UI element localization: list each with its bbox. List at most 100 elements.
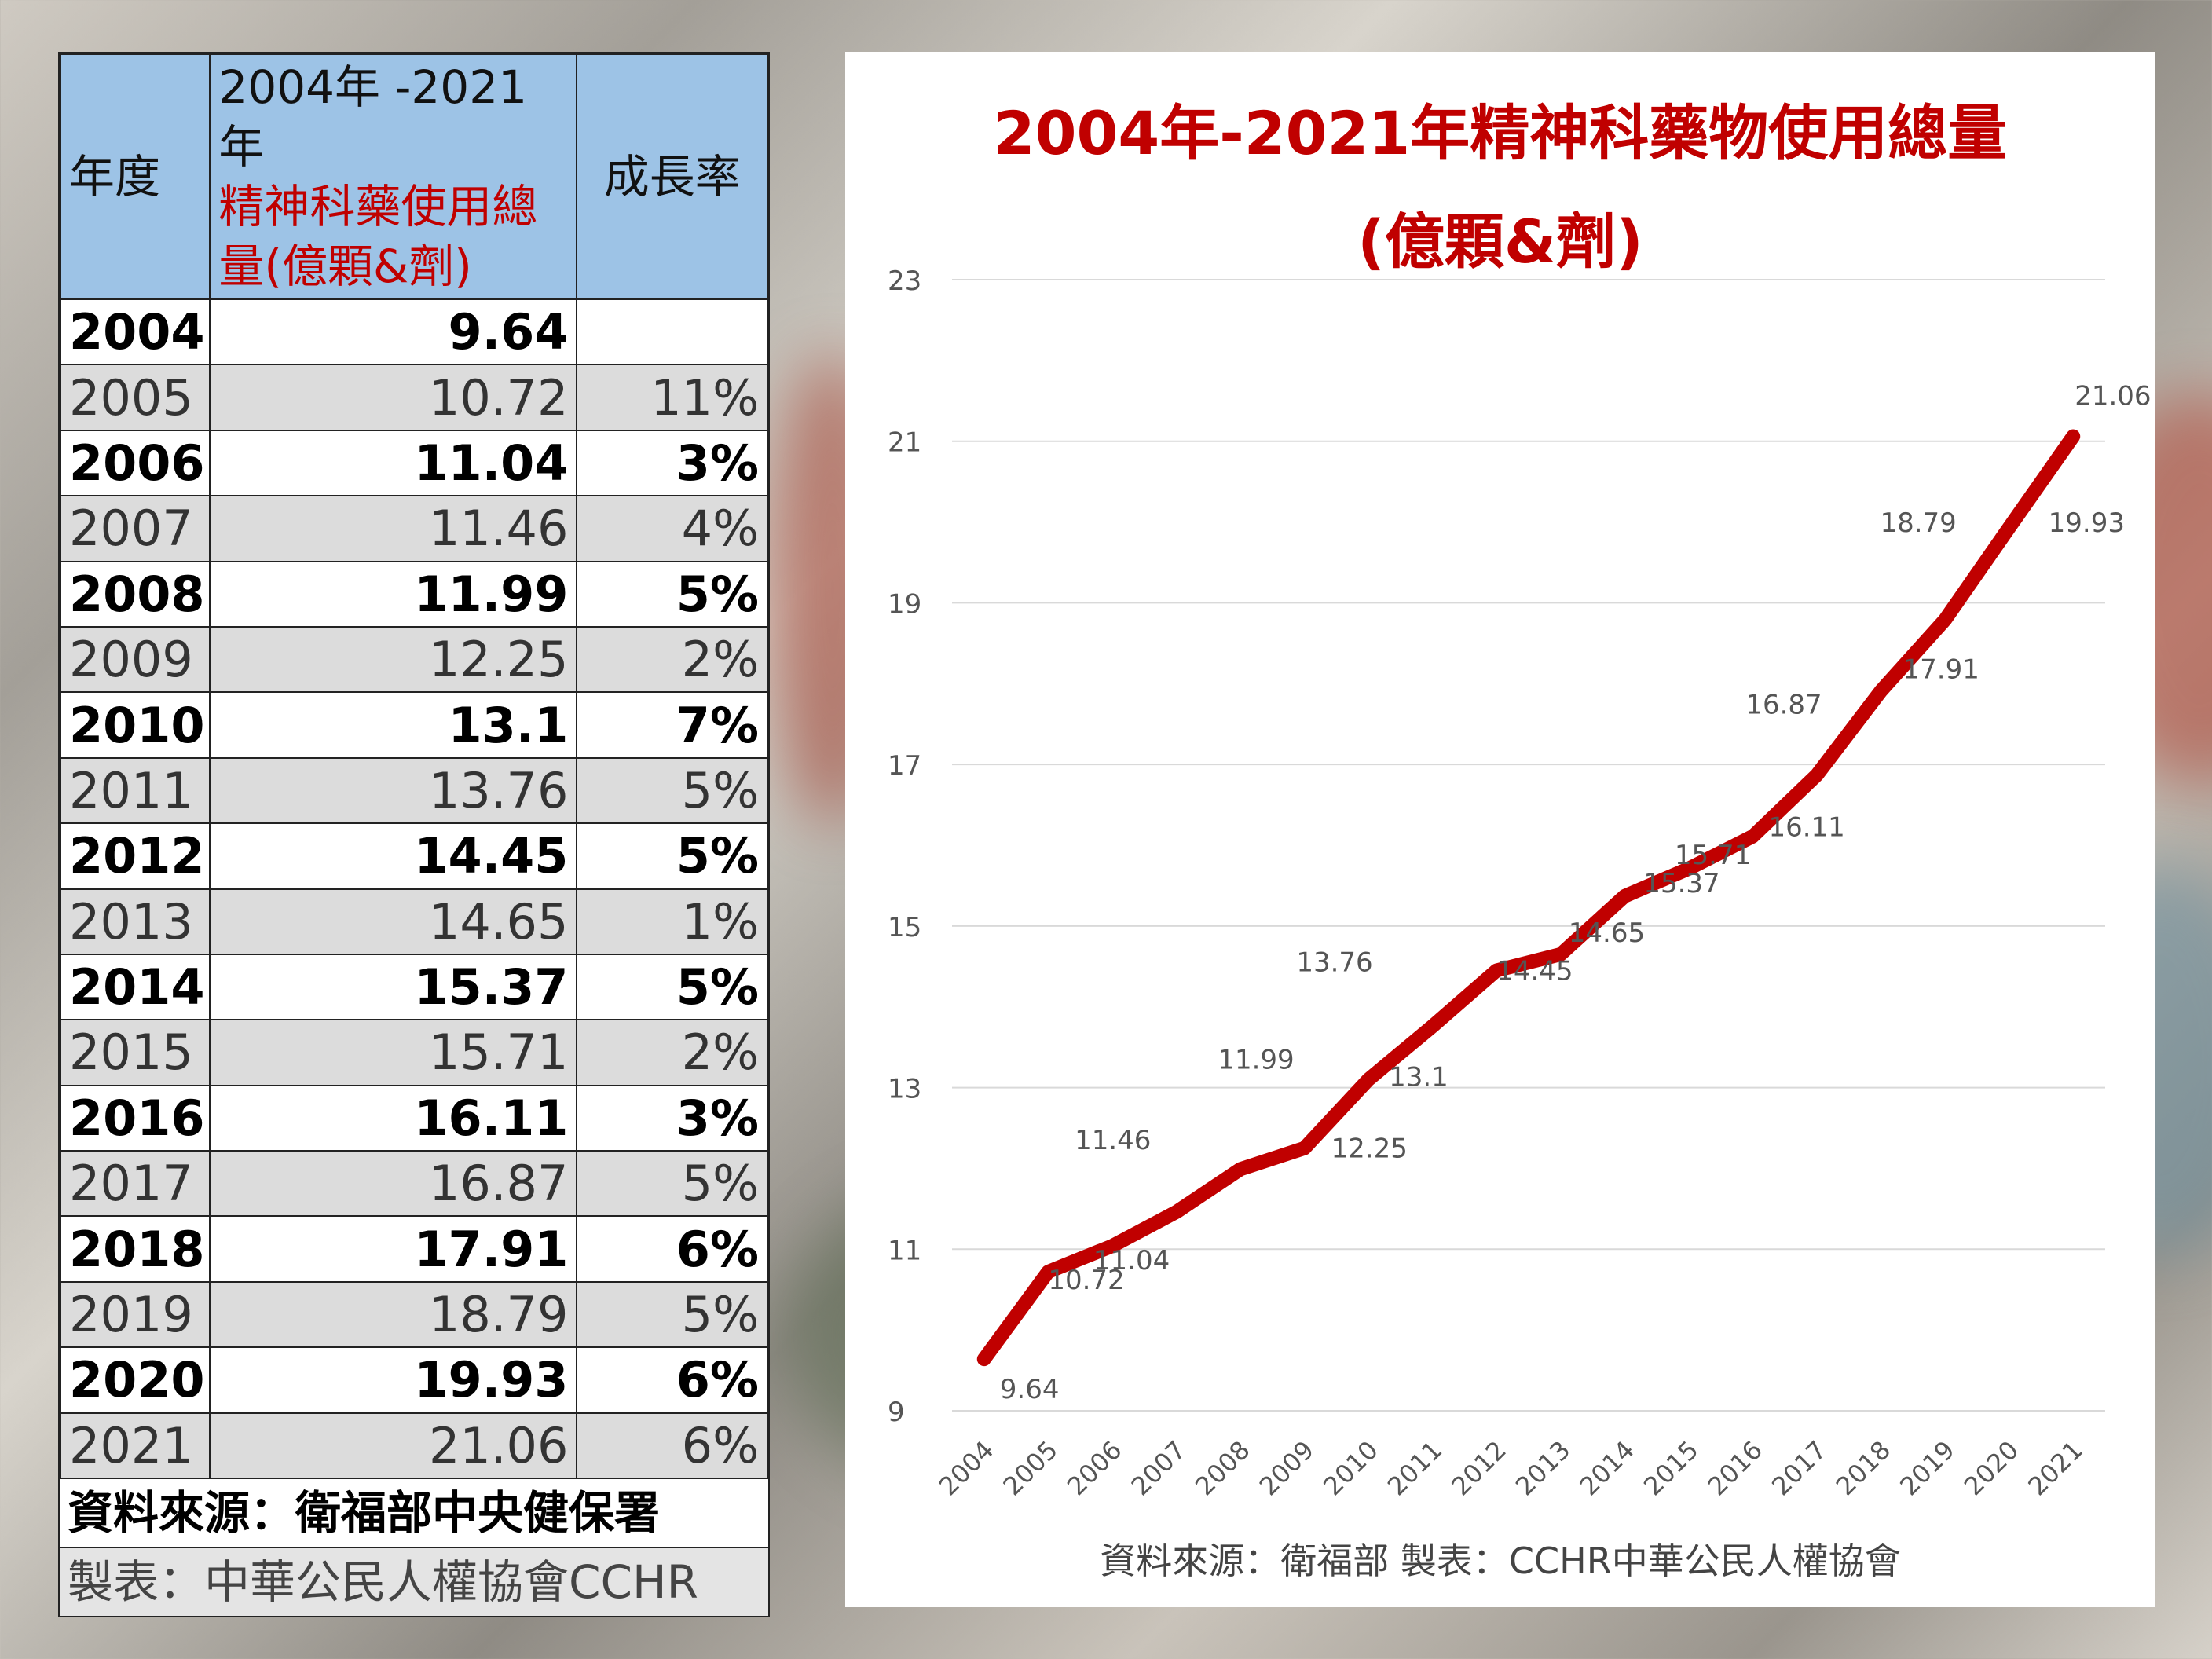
data-point [1686, 866, 1690, 870]
data-label: 16.87 [1745, 690, 1822, 721]
year-cell: 2014 [59, 953, 211, 1021]
value-cell: 12.25 [209, 625, 578, 694]
y-tick-label: 9 [888, 1397, 905, 1428]
value-cell: 14.65 [209, 888, 578, 955]
x-tick-label: 2021 [2022, 1435, 2088, 1501]
growth-cell: 3% [576, 1084, 768, 1152]
data-label: 16.11 [1768, 812, 1844, 844]
value-cell: 19.93 [209, 1346, 578, 1414]
table-row: 2012 14.45 5% [59, 822, 768, 890]
table-header-row: 年度 2004年 -2021年 精神科藥使用總 量(億顆&劑) 成長率 [59, 53, 768, 300]
y-tick-label: 11 [888, 1235, 921, 1266]
x-tick-label: 2020 [1958, 1435, 2024, 1501]
data-label: 9.64 [1000, 1374, 1060, 1405]
data-point [1943, 618, 1947, 622]
x-tick-label: 2014 [1574, 1435, 1640, 1501]
table-row: 2018 17.91 6% [59, 1215, 768, 1283]
value-cell: 13.76 [209, 756, 578, 825]
table-row: 2020 19.93 6% [59, 1346, 768, 1414]
series-line [976, 429, 2081, 1367]
year-cell: 2016 [59, 1084, 211, 1152]
value-cell: 16.11 [209, 1084, 578, 1152]
table-row: 2019 18.79 5% [59, 1280, 768, 1349]
data-point [1302, 1146, 1306, 1150]
growth-cell: 6% [576, 1346, 768, 1414]
header-total-line1: 2004年 -2021年 [218, 60, 527, 174]
year-cell: 2020 [59, 1346, 211, 1414]
line-chart-panel: 2004年-2021年精神科藥物使用總量 (億顆&劑) 9 11 13 15 17 19 2… [845, 52, 2155, 1607]
table-row: 2009 12.25 2% [59, 625, 768, 694]
x-tick-label: 2017 [1766, 1435, 1832, 1501]
data-point [1751, 834, 1755, 838]
data-point [1558, 952, 1562, 956]
growth-cell: 5% [576, 953, 768, 1021]
value-cell: 16.87 [209, 1150, 578, 1218]
header-total: 2004年 -2021年 精神科藥使用總 量(億顆&劑) [209, 53, 578, 300]
table-row: 2010 13.1 7% [59, 691, 768, 759]
value-cell: 9.64 [209, 298, 578, 366]
y-tick-label: 17 [888, 750, 921, 782]
growth-cell: 7% [576, 691, 768, 759]
table-row: 2021 21.06 6% [59, 1412, 768, 1480]
growth-cell: 5% [576, 1150, 768, 1218]
value-cell: 18.79 [209, 1280, 578, 1349]
y-tick-label: 13 [888, 1074, 921, 1105]
chart-title-line1: 2004年-2021年精神科藥物使用總量 [993, 98, 2008, 168]
y-tick-label: 23 [888, 266, 921, 297]
y-tick-label: 15 [888, 912, 921, 943]
x-tick-label: 2019 [1894, 1435, 1960, 1501]
growth-cell: 11% [576, 364, 768, 431]
data-point [1879, 689, 1883, 693]
data-point [982, 1357, 986, 1361]
x-tick-label: 2008 [1189, 1435, 1255, 1501]
data-label: 11.04 [1093, 1245, 1170, 1276]
table-maker: 製表：中華公民人權協會CCHR [60, 1548, 768, 1617]
x-tick-label: 2013 [1510, 1435, 1576, 1501]
data-label: 12.25 [1331, 1133, 1408, 1165]
value-cell: 11.46 [209, 495, 578, 562]
value-cell: 11.99 [209, 560, 578, 628]
growth-cell: 2% [576, 1019, 768, 1086]
value-cell: 10.72 [209, 364, 578, 431]
value-cell: 21.06 [209, 1412, 578, 1480]
data-label: 21.06 [2075, 381, 2151, 412]
header-year: 年度 [59, 53, 211, 300]
table-row: 2014 15.37 5% [59, 953, 768, 1021]
data-point [1174, 1210, 1178, 1214]
table-body: 2004 9.64 2005 10.72 11% 2006 11.04 3% 2007 11.46… [59, 298, 768, 1480]
data-label: 19.93 [2049, 507, 2125, 539]
data-label: 10.72 [1048, 1265, 1124, 1296]
data-label: 11.46 [1075, 1125, 1151, 1156]
x-tick-label: 2007 [1126, 1435, 1192, 1501]
value-cell: 15.71 [209, 1019, 578, 1086]
growth-cell: 1% [576, 888, 768, 955]
data-label: 18.79 [1880, 507, 1956, 539]
growth-cell: 3% [576, 429, 768, 497]
table-row: 2016 16.11 3% [59, 1084, 768, 1152]
value-cell: 14.45 [209, 822, 578, 890]
growth-cell: 2% [576, 625, 768, 694]
chart-footer: 資料來源：衛福部 製表：CCHR中華公民人權協會 [1100, 1540, 1901, 1582]
data-point [1495, 969, 1499, 972]
growth-cell: 5% [576, 1280, 768, 1349]
x-tick-label: 2018 [1830, 1435, 1896, 1501]
data-label: 15.37 [1643, 868, 1719, 899]
x-tick-label: 2005 [998, 1435, 1064, 1501]
data-point [1046, 1270, 1050, 1274]
growth-cell: 4% [576, 495, 768, 562]
table-row: 2017 16.87 5% [59, 1150, 768, 1218]
data-table: 年度 2004年 -2021年 精神科藥使用總 量(億顆&劑) 成長率 2004… [58, 52, 770, 1618]
year-cell: 2015 [59, 1019, 211, 1086]
x-tick-label: 2010 [1317, 1435, 1383, 1501]
value-cell: 13.1 [209, 691, 578, 759]
growth-cell: 6% [576, 1215, 768, 1283]
year-cell: 2013 [59, 888, 211, 955]
data-point [1367, 1078, 1371, 1082]
data-point [1239, 1167, 1242, 1171]
data-point [1815, 773, 1818, 777]
data-label: 11.99 [1218, 1044, 1294, 1075]
data-point [2007, 526, 2011, 529]
year-cell: 2021 [59, 1412, 211, 1480]
table-row: 2008 11.99 5% [59, 560, 768, 628]
chart-svg: 9111315171921232004200520062007200820092… [888, 266, 2152, 1501]
